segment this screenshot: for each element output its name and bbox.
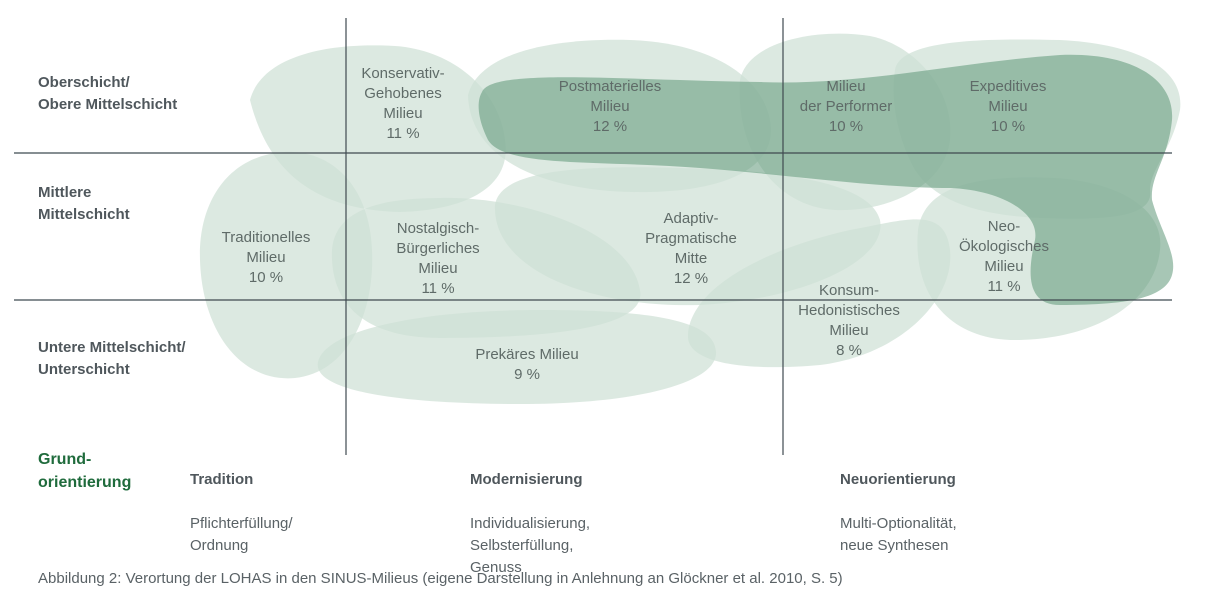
row-label-untere: Untere Mittelschicht/ Unterschicht bbox=[38, 339, 186, 378]
milieu-name-line: Milieu bbox=[826, 78, 865, 95]
milieu-name-line: Mitte bbox=[675, 250, 708, 267]
milieu-name-line: Milieu bbox=[984, 258, 1023, 275]
milieu-label-konservativ: Konservativ- Gehobenes Milieu 11 % bbox=[361, 65, 444, 142]
milieu-label-performer: Milieu der Performer 10 % bbox=[800, 78, 893, 135]
milieu-percent: 11 % bbox=[421, 280, 454, 297]
column-tradition-text: Pflichterfüllung/ Ordnung bbox=[190, 515, 293, 554]
milieu-label-neooeko: Neo- Ökologisches Milieu 11 % bbox=[959, 218, 1049, 295]
column-tradition-heading: Tradition bbox=[190, 471, 254, 488]
column-modernisierung-heading: Modernisierung bbox=[470, 471, 583, 488]
grid-lines bbox=[14, 18, 1172, 455]
column-neuorientierung-heading: Neuorientierung bbox=[840, 471, 956, 488]
column-neuorientierung-text: Multi-Optionalität, neue Synthesen bbox=[840, 515, 957, 554]
milieu-percent: 10 % bbox=[991, 118, 1025, 135]
milieu-name-line: Traditionelles bbox=[222, 229, 311, 246]
milieu-name-line: Milieu bbox=[418, 260, 457, 277]
milieu-name-line: Bürgerliches bbox=[396, 240, 479, 257]
milieu-percent: 9 % bbox=[514, 366, 540, 383]
column-modernisierung-text: Individualisierung, Selbsterfüllung, Gen… bbox=[470, 515, 591, 576]
column-modernisierung: Modernisierung Individualisierung, Selbs… bbox=[470, 447, 590, 601]
milieu-name-line: Gehobenes bbox=[364, 85, 442, 102]
milieu-name-line: Ökologisches bbox=[959, 237, 1049, 255]
milieu-name-line: Milieu bbox=[246, 249, 285, 266]
shape-konsum bbox=[687, 219, 951, 368]
milieu-label-postmateriell: Postmaterielles Milieu 12 % bbox=[559, 78, 662, 135]
milieu-name-line: Konsum- bbox=[819, 282, 879, 299]
milieu-name-line: Milieu bbox=[988, 98, 1027, 115]
milieu-name-line: Neo- bbox=[988, 218, 1021, 235]
figure-caption: Abbildung 2: Verortung der LOHAS in den … bbox=[38, 570, 843, 587]
shape-traditionell bbox=[199, 151, 373, 379]
milieu-labels: Konservativ- Gehobenes Milieu 11 % Postmater… bbox=[222, 65, 1049, 383]
column-tradition: Tradition Pflichterfüllung/ Ordnung bbox=[190, 447, 293, 579]
milieu-name-line: Konservativ- bbox=[361, 65, 444, 82]
milieu-label-adaptiv: Adaptiv- Pragmatische Mitte 12 % bbox=[645, 210, 737, 287]
milieu-percent: 11 % bbox=[386, 125, 419, 142]
milieu-name-line: Milieu bbox=[383, 105, 422, 122]
milieu-label-prekaer: Prekäres Milieu 9 % bbox=[475, 346, 578, 383]
milieu-name-line: der Performer bbox=[800, 98, 893, 115]
milieu-label-expeditiv: Expeditives Milieu 10 % bbox=[970, 78, 1047, 135]
milieu-name-line: Hedonistisches bbox=[798, 302, 900, 319]
milieu-percent: 11 % bbox=[987, 278, 1020, 295]
milieu-percent: 12 % bbox=[593, 118, 627, 135]
milieu-name-line: Postmaterielles bbox=[559, 78, 662, 95]
milieu-name-line: Milieu bbox=[829, 322, 868, 339]
milieu-percent: 10 % bbox=[249, 269, 283, 286]
milieu-percent: 8 % bbox=[836, 342, 862, 359]
milieu-name-line: Pragmatische bbox=[645, 230, 737, 247]
milieu-label-traditionell: Traditionelles Milieu 10 % bbox=[222, 229, 311, 286]
column-neuorientierung: Neuorientierung Multi-Optionalität, neue… bbox=[840, 447, 957, 579]
milieu-label-nostalgisch: Nostalgisch- Bürgerliches Milieu 11 % bbox=[396, 220, 479, 297]
milieu-label-konsum: Konsum- Hedonistisches Milieu 8 % bbox=[798, 282, 900, 359]
milieu-name-line: Expeditives bbox=[970, 78, 1047, 95]
shape-prekaer bbox=[317, 310, 717, 404]
grundorientierung-label: Grund- orientierung bbox=[38, 451, 132, 491]
milieu-name-line: Milieu bbox=[590, 98, 629, 115]
lohas-zone bbox=[478, 54, 1174, 305]
milieu-name-line: Nostalgisch- bbox=[397, 220, 480, 237]
milieu-percent: 12 % bbox=[674, 270, 708, 287]
milieu-name-line: Prekäres Milieu bbox=[475, 346, 578, 363]
milieu-name-line: Adaptiv- bbox=[663, 210, 718, 227]
row-label-mittlere: Mittlere Mittelschicht bbox=[38, 184, 130, 223]
milieu-percent: 10 % bbox=[829, 118, 863, 135]
row-label-oberschicht: Oberschicht/ Obere Mittelschicht bbox=[38, 74, 178, 113]
